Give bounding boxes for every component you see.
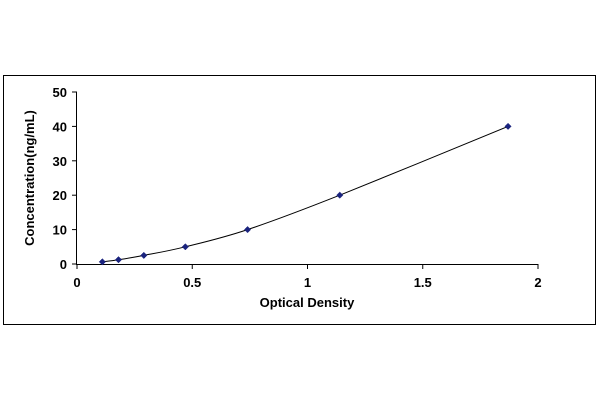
y-tick-label: 40 — [53, 119, 67, 134]
y-axis-title: Concentration(ng/mL) — [22, 110, 37, 246]
data-point — [336, 191, 344, 199]
y-tick-label: 50 — [53, 85, 67, 100]
x-tick-label: 2 — [534, 275, 541, 290]
data-point — [244, 226, 252, 234]
y-ticks: 0 10 20 30 40 50 — [53, 85, 77, 272]
data-point — [504, 122, 512, 130]
x-tick-label: 0 — [73, 275, 80, 290]
y-tick-label: 10 — [53, 223, 67, 238]
data-point — [140, 251, 148, 259]
x-tick-label: 1 — [304, 275, 311, 290]
x-tick-label: 0.5 — [183, 275, 201, 290]
data-point — [114, 256, 123, 264]
x-ticks: 0 0.5 1 1.5 2 — [73, 264, 542, 290]
x-axis-title: Optical Density — [260, 295, 355, 310]
data-markers — [98, 122, 512, 266]
y-tick-label: 30 — [53, 154, 67, 169]
data-point — [98, 258, 106, 266]
y-tick-label: 20 — [53, 188, 67, 203]
outer-border — [3, 75, 596, 325]
data-point — [181, 243, 189, 251]
y-tick-label: 0 — [60, 257, 67, 272]
x-tick-label: 1.5 — [414, 275, 432, 290]
